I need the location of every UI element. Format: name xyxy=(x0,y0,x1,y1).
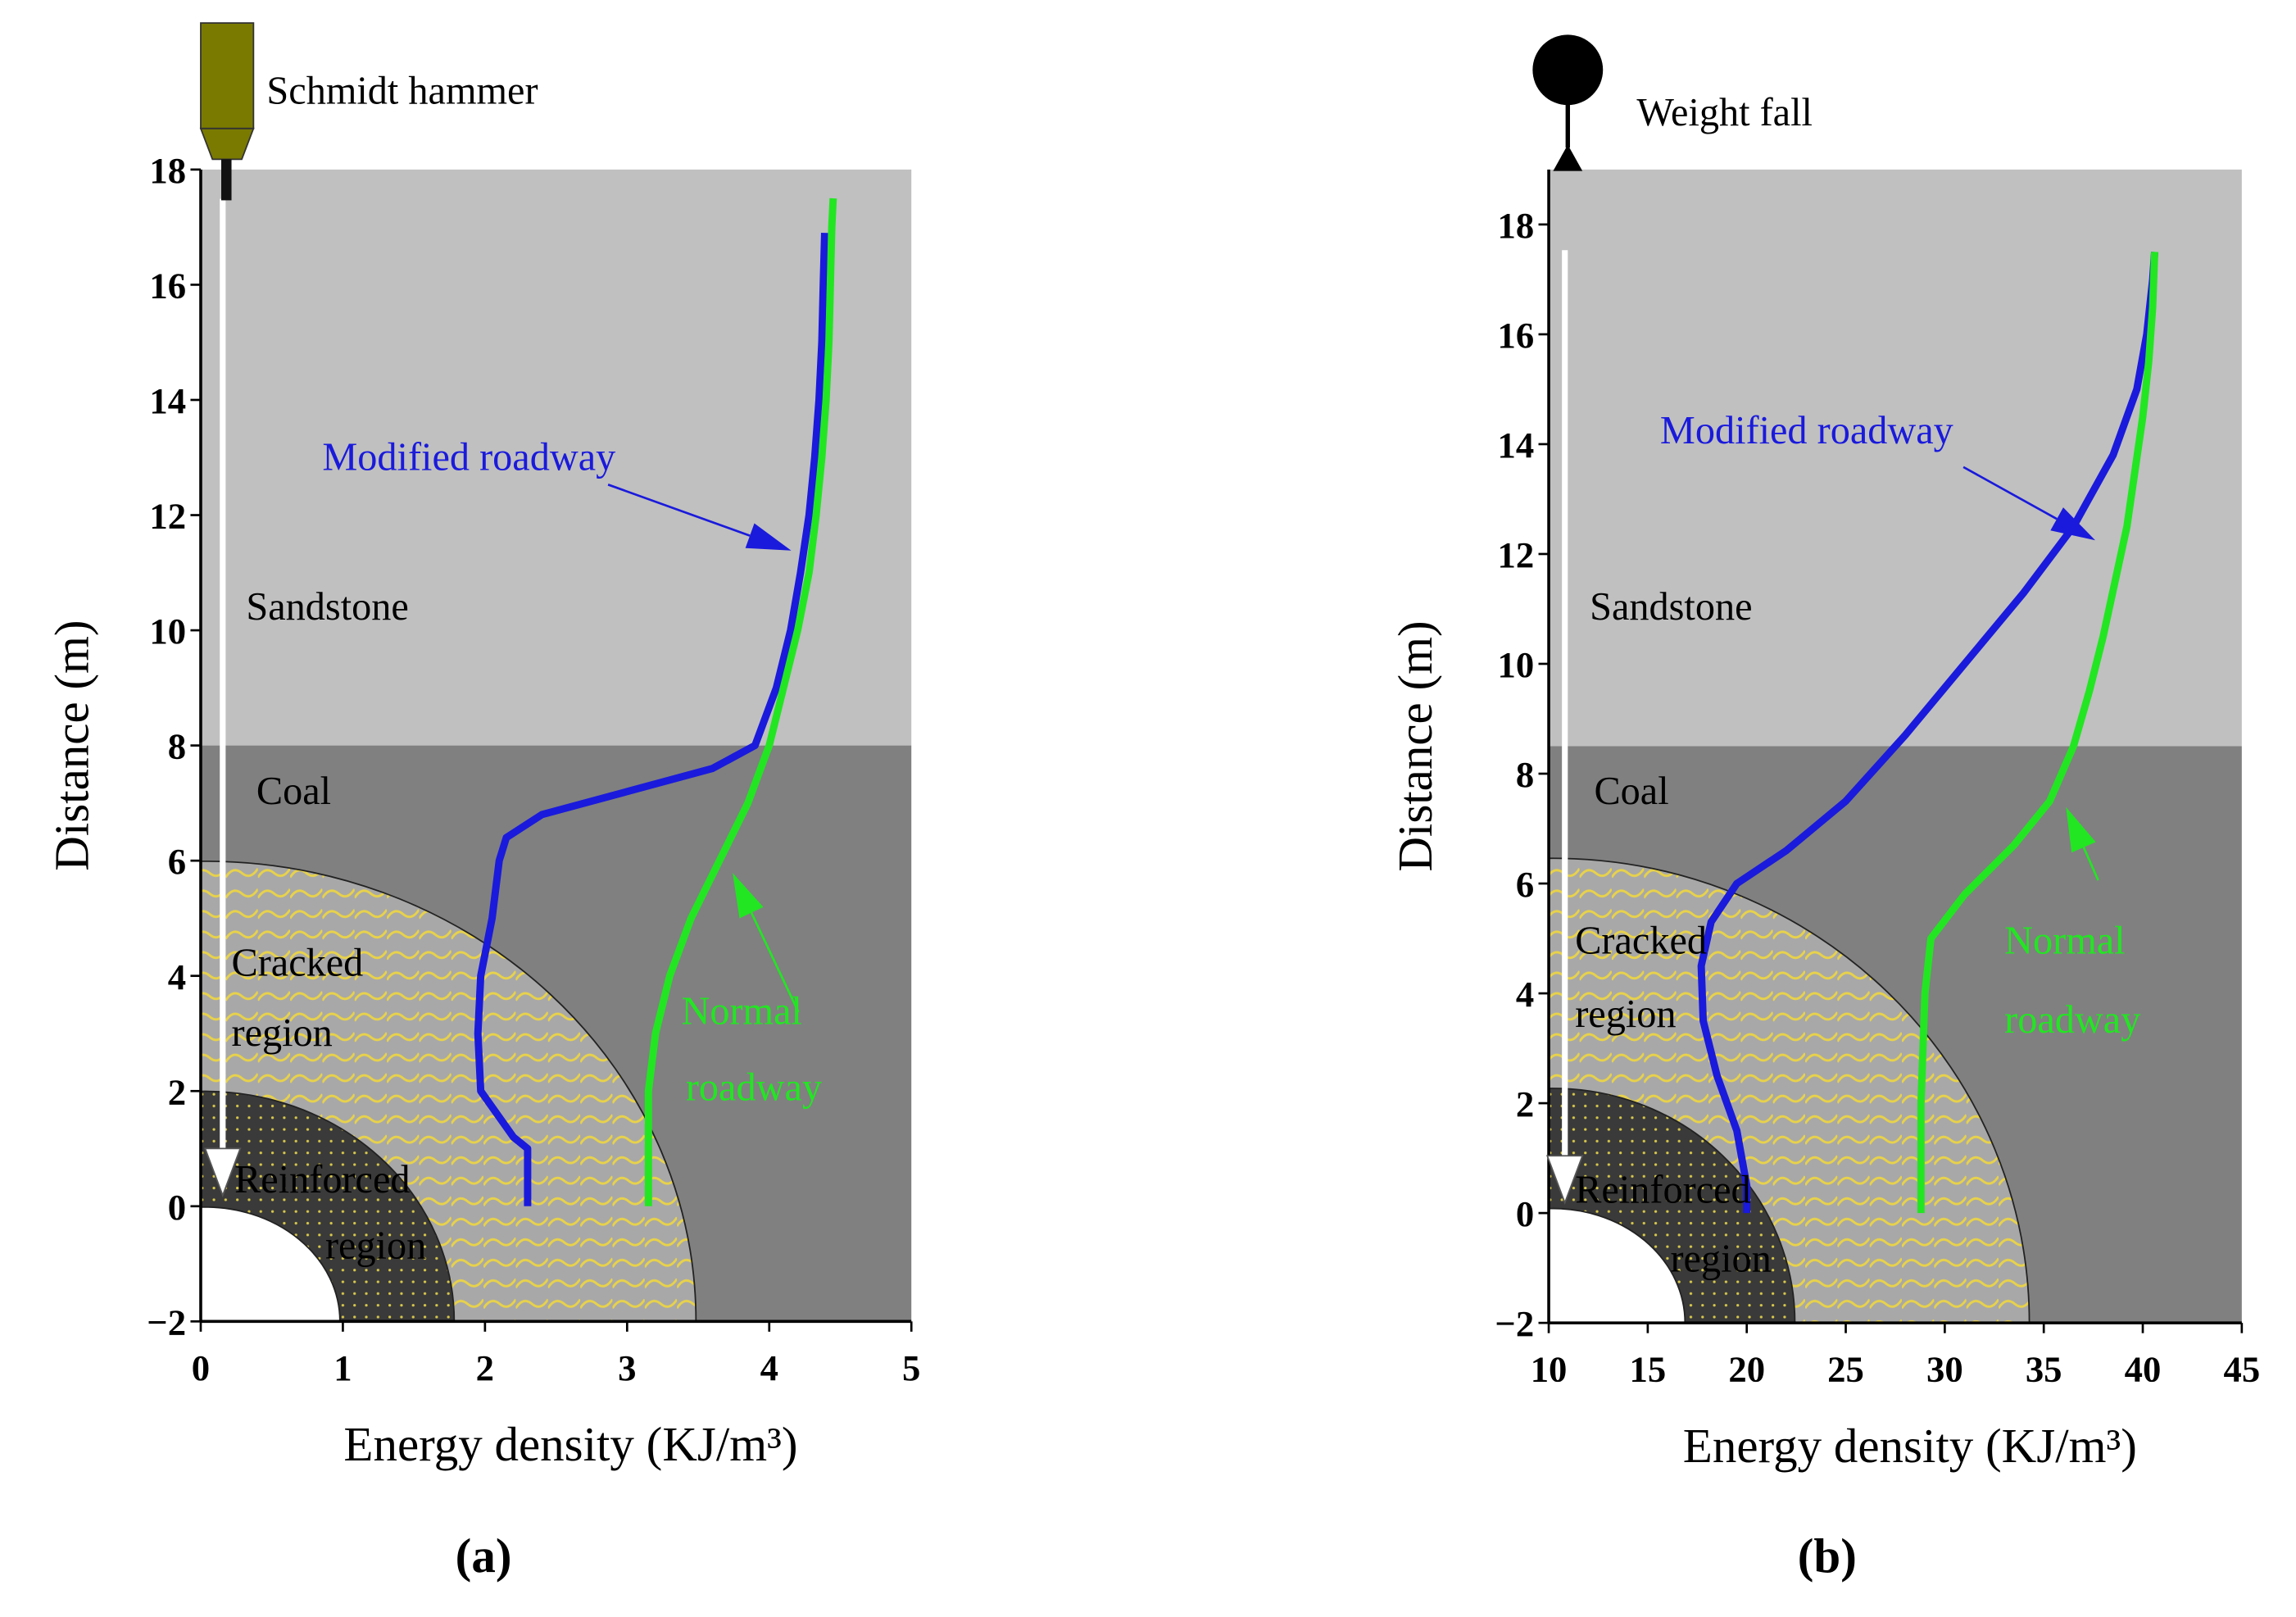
x-tick-label: 5 xyxy=(902,1347,920,1388)
annotation: Modified roadway xyxy=(1660,409,1953,452)
pointer-head xyxy=(2050,507,2096,541)
weight xyxy=(1532,34,1604,106)
pointer xyxy=(1962,466,2058,520)
annotation: region xyxy=(1575,992,1676,1036)
annotation: roadway xyxy=(686,1065,822,1109)
x-tick-label: 15 xyxy=(1630,1349,1667,1390)
annotation: roadway xyxy=(2004,998,2140,1042)
annotation: Coal xyxy=(256,770,331,813)
y-tick-label: 2 xyxy=(1516,1083,1534,1124)
y-tick-label: 4 xyxy=(1516,974,1534,1015)
caption: (a) xyxy=(456,1528,512,1583)
x-tick-label: 25 xyxy=(1827,1349,1864,1390)
pointer xyxy=(2082,847,2099,881)
pointer-head xyxy=(2066,806,2096,853)
x-tick-label: 45 xyxy=(2223,1349,2260,1390)
y-tick-label: 8 xyxy=(1516,754,1534,795)
pointer-head xyxy=(733,873,764,919)
wave-arrowhead xyxy=(1545,1155,1584,1206)
x-tick-label: 10 xyxy=(1531,1349,1568,1390)
x-tick-label: 35 xyxy=(2026,1349,2062,1390)
annotation: Reinforced xyxy=(1575,1169,1750,1212)
series-line xyxy=(474,233,828,1206)
series-line xyxy=(1697,252,2158,1214)
annotation: Weight fall xyxy=(1636,91,1813,134)
wave-arrowhead xyxy=(204,1147,242,1198)
x-tick-label: 0 xyxy=(192,1347,210,1388)
y-tick-label: 12 xyxy=(149,496,186,537)
y-tick-label: 12 xyxy=(1497,534,1534,575)
y-tick-label: 6 xyxy=(168,841,186,882)
y-tick-label: 16 xyxy=(1497,315,1534,356)
annotation: Cracked xyxy=(1575,920,1707,963)
y-tick-label: 10 xyxy=(1497,644,1534,685)
roadway-opening xyxy=(1548,1207,1686,1324)
pointer xyxy=(607,484,751,537)
x-tick-label: 1 xyxy=(334,1347,352,1388)
weight-tip xyxy=(1553,144,1583,171)
y-tick-label: 0 xyxy=(1516,1193,1534,1234)
sandstone-zone xyxy=(1549,169,2242,747)
y-tick-label: 2 xyxy=(168,1071,186,1112)
y-tick-label: 0 xyxy=(168,1187,186,1228)
y-tick-label: 18 xyxy=(149,150,186,191)
y-tick-label: −2 xyxy=(1495,1303,1534,1344)
hammer-body xyxy=(200,22,255,129)
annotation: Coal xyxy=(1594,770,1668,813)
y-tick-label: 4 xyxy=(168,956,186,997)
y-tick-label: 18 xyxy=(1497,205,1534,246)
annotation: Normal xyxy=(2004,920,2125,963)
annotation: Schmidt hammer xyxy=(266,69,538,112)
y-tick-label: 8 xyxy=(168,726,186,767)
annotation: Modified roadway xyxy=(322,435,615,479)
y-axis-label: Distance (m) xyxy=(44,620,98,870)
caption: (b) xyxy=(1798,1528,1857,1583)
pointer xyxy=(750,912,800,1013)
annotation: region xyxy=(232,1011,333,1055)
annotation: region xyxy=(325,1224,426,1267)
annotation: Reinforced xyxy=(234,1158,410,1201)
y-tick-label: 14 xyxy=(1497,425,1534,466)
hammer-rod xyxy=(221,159,232,201)
roadway-opening xyxy=(200,1206,341,1323)
annotation: region xyxy=(1670,1238,1771,1281)
series-line xyxy=(644,198,837,1206)
annotation: Sandstone xyxy=(1590,585,1752,629)
y-tick-label: −2 xyxy=(147,1301,186,1342)
x-tick-label: 2 xyxy=(476,1347,494,1388)
y-tick-label: 10 xyxy=(149,611,186,652)
x-axis-label: Energy density (KJ/m³) xyxy=(1683,1419,2137,1473)
y-tick-label: 14 xyxy=(149,380,186,421)
x-axis-label: Energy density (KJ/m³) xyxy=(343,1417,797,1471)
x-tick-label: 40 xyxy=(2125,1349,2162,1390)
pointer-head xyxy=(745,523,792,551)
y-axis-label: Distance (m) xyxy=(1388,620,1442,871)
x-tick-label: 30 xyxy=(1926,1349,1963,1390)
annotation: Cracked xyxy=(232,941,364,984)
y-tick-label: 6 xyxy=(1516,864,1534,905)
x-tick-label: 20 xyxy=(1728,1349,1765,1390)
x-tick-label: 4 xyxy=(760,1347,778,1388)
annotation: Sandstone xyxy=(246,585,408,629)
annotation: Normal xyxy=(681,989,801,1033)
series-line xyxy=(1917,252,2158,1214)
x-tick-label: 3 xyxy=(618,1347,636,1388)
y-tick-label: 16 xyxy=(149,266,186,307)
hammer-tip xyxy=(199,127,255,161)
